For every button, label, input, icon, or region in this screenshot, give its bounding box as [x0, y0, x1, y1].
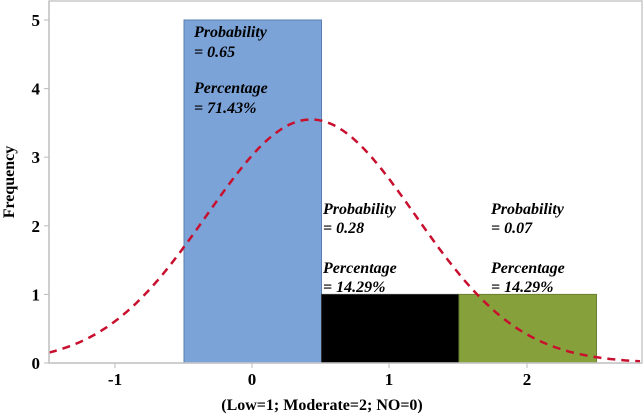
x-tick-label: 0	[248, 370, 257, 389]
x-tick-label: 1	[385, 370, 394, 389]
percentage-value: = 14.29%	[491, 279, 553, 296]
percentage-value: = 71.43%	[194, 100, 256, 117]
x-tick-label: 2	[523, 370, 532, 389]
annotation-bar-2: Probability = 0.07 Percentage = 14.29%	[490, 201, 565, 296]
bar-2	[458, 293, 597, 364]
probability-label: Probability	[322, 201, 397, 218]
y-axis-ticks: 0 1 2 3 4 5	[32, 11, 49, 373]
probability-label: Probability	[193, 24, 268, 41]
bar-1	[321, 293, 460, 364]
y-tick-label: 3	[32, 148, 41, 167]
percentage-label: Percentage	[193, 80, 268, 97]
y-axis-title: Frequency	[1, 146, 18, 219]
y-tick-label: 5	[32, 11, 41, 30]
percentage-label: Percentage	[322, 260, 397, 277]
x-axis-ticks: -1 0 1 2	[108, 363, 531, 389]
normal-curve	[48, 118, 641, 363]
percentage-label: Percentage	[490, 260, 565, 277]
probability-value: = 0.28	[323, 220, 364, 237]
x-axis-title: (Low=1; Moderate=2; NO=0)	[221, 397, 423, 414]
x-tick-label: -1	[108, 370, 122, 389]
probability-value: = 0.65	[194, 44, 235, 61]
bar-0	[183, 19, 322, 364]
annotation-bar-1: Probability = 0.28 Percentage = 14.29%	[322, 201, 397, 296]
percentage-value: = 14.29%	[323, 279, 385, 296]
y-tick-label: 1	[32, 285, 41, 304]
y-tick-label: 2	[32, 217, 41, 236]
annotation-bar-0: Probability = 0.65 Percentage = 71.43%	[193, 24, 268, 117]
probability-label: Probability	[490, 201, 565, 218]
y-tick-label: 0	[32, 354, 41, 373]
y-tick-label: 4	[32, 80, 41, 99]
probability-value: = 0.07	[491, 220, 533, 237]
